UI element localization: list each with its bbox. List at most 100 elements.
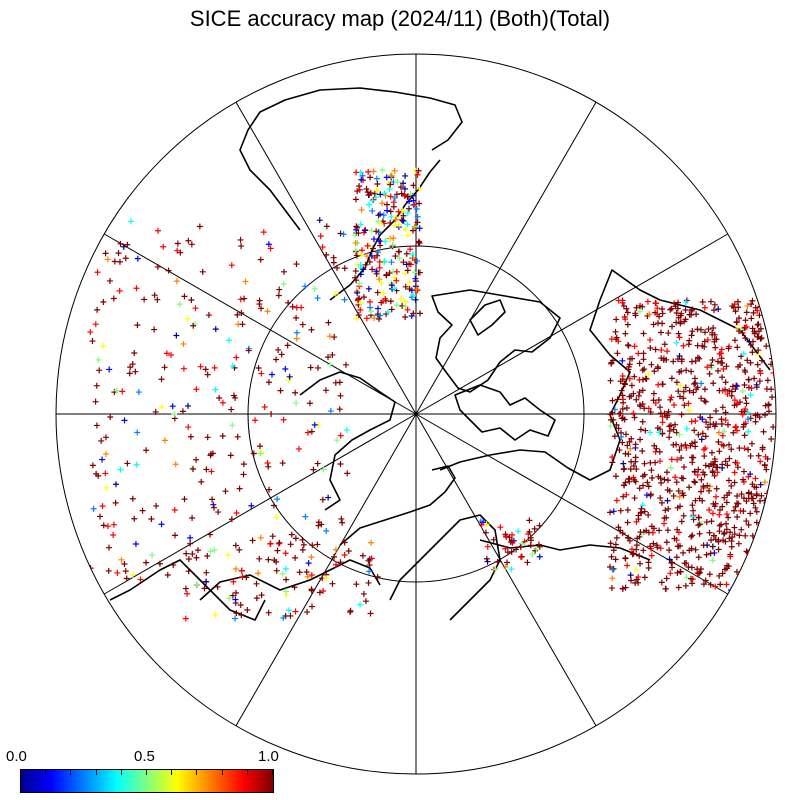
- accuracy-marker: [158, 521, 165, 528]
- accuracy-marker: [762, 453, 769, 460]
- accuracy-marker: [669, 323, 676, 330]
- accuracy-marker: [402, 283, 409, 290]
- accuracy-marker: [402, 298, 409, 305]
- accuracy-marker: [725, 477, 732, 484]
- accuracy-marker: [723, 511, 730, 518]
- accuracy-marker: [403, 250, 410, 257]
- accuracy-marker: [316, 589, 323, 596]
- accuracy-marker: [117, 466, 124, 473]
- accuracy-marker: [360, 266, 367, 273]
- accuracy-marker: [285, 377, 292, 384]
- accuracy-marker: [378, 280, 385, 287]
- accuracy-marker: [707, 483, 714, 490]
- accuracy-marker: [715, 306, 722, 313]
- accuracy-marker: [381, 190, 388, 197]
- accuracy-marker: [229, 422, 236, 429]
- accuracy-marker: [742, 406, 749, 413]
- accuracy-marker: [731, 469, 738, 476]
- accuracy-marker: [641, 508, 648, 515]
- accuracy-marker: [357, 300, 364, 307]
- accuracy-marker: [508, 566, 515, 573]
- accuracy-marker: [636, 308, 643, 315]
- accuracy-marker: [244, 607, 251, 614]
- accuracy-marker: [386, 186, 393, 193]
- accuracy-marker: [482, 529, 489, 536]
- accuracy-marker: [707, 298, 714, 305]
- accuracy-marker: [665, 408, 672, 415]
- accuracy-marker: [640, 547, 647, 554]
- accuracy-marker: [368, 539, 375, 546]
- accuracy-marker: [720, 530, 727, 537]
- accuracy-marker: [402, 314, 409, 321]
- accuracy-marker: [742, 571, 749, 578]
- accuracy-marker: [238, 567, 245, 574]
- accuracy-marker: [743, 309, 750, 316]
- accuracy-marker: [210, 501, 217, 508]
- accuracy-marker: [734, 344, 741, 351]
- coastline-novaya-zemlya: [469, 299, 506, 336]
- accuracy-marker: [360, 294, 367, 301]
- accuracy-marker: [648, 467, 655, 474]
- accuracy-marker: [633, 576, 640, 583]
- accuracy-marker: [662, 507, 669, 514]
- accuracy-marker: [682, 306, 689, 313]
- accuracy-marker: [219, 432, 226, 439]
- accuracy-marker: [513, 546, 520, 553]
- accuracy-marker: [691, 478, 698, 485]
- accuracy-marker: [707, 414, 714, 421]
- accuracy-marker: [517, 554, 524, 561]
- accuracy-marker: [239, 321, 246, 328]
- meridian-line: [235, 413, 417, 727]
- accuracy-marker: [112, 481, 119, 488]
- accuracy-marker: [413, 286, 420, 293]
- accuracy-marker: [353, 315, 360, 322]
- accuracy-marker: [366, 192, 373, 199]
- accuracy-marker: [226, 595, 233, 602]
- accuracy-marker: [621, 465, 628, 472]
- accuracy-marker: [747, 452, 754, 459]
- accuracy-marker: [696, 569, 703, 576]
- accuracy-marker: [106, 277, 113, 284]
- accuracy-marker: [752, 475, 759, 482]
- accuracy-marker: [689, 328, 696, 335]
- accuracy-marker: [641, 574, 648, 581]
- accuracy-marker: [752, 304, 759, 311]
- accuracy-marker: [391, 194, 398, 201]
- accuracy-marker: [635, 512, 642, 519]
- accuracy-marker: [687, 442, 694, 449]
- accuracy-marker: [743, 518, 750, 525]
- accuracy-marker: [765, 551, 772, 558]
- accuracy-marker: [754, 411, 761, 418]
- accuracy-marker: [743, 498, 750, 505]
- accuracy-marker: [613, 497, 620, 504]
- accuracy-marker: [281, 268, 288, 275]
- accuracy-marker: [716, 572, 723, 579]
- accuracy-marker: [764, 377, 771, 384]
- accuracy-marker: [161, 437, 168, 444]
- accuracy-marker: [741, 445, 748, 452]
- accuracy-marker: [662, 585, 669, 592]
- accuracy-marker: [225, 552, 232, 559]
- accuracy-marker: [683, 367, 690, 374]
- accuracy-marker: [682, 441, 689, 448]
- accuracy-marker: [752, 418, 759, 425]
- accuracy-marker: [716, 448, 723, 455]
- accuracy-marker: [163, 350, 170, 357]
- accuracy-marker: [124, 241, 131, 248]
- accuracy-marker: [749, 562, 756, 569]
- accuracy-marker: [762, 578, 769, 585]
- accuracy-marker: [719, 404, 726, 411]
- accuracy-marker: [406, 286, 413, 293]
- accuracy-marker: [94, 269, 101, 276]
- accuracy-marker: [738, 491, 745, 498]
- accuracy-marker: [757, 458, 764, 465]
- accuracy-marker: [374, 289, 381, 296]
- accuracy-marker: [612, 556, 619, 563]
- accuracy-marker: [306, 400, 313, 407]
- accuracy-marker: [172, 461, 179, 468]
- accuracy-marker: [640, 330, 647, 337]
- accuracy-marker: [749, 297, 756, 304]
- accuracy-marker: [670, 426, 677, 433]
- accuracy-marker: [754, 307, 761, 314]
- accuracy-marker: [622, 316, 629, 323]
